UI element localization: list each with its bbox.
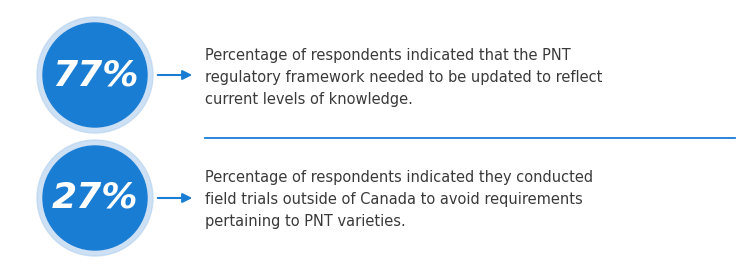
Circle shape bbox=[37, 140, 153, 256]
Circle shape bbox=[37, 17, 153, 133]
Text: Percentage of respondents indicated they conducted
field trials outside of Canad: Percentage of respondents indicated they… bbox=[205, 170, 593, 229]
Text: 27%: 27% bbox=[52, 181, 138, 215]
Circle shape bbox=[43, 146, 147, 250]
Text: Percentage of respondents indicated that the PNT
regulatory framework needed to : Percentage of respondents indicated that… bbox=[205, 48, 602, 108]
Text: 77%: 77% bbox=[52, 58, 138, 92]
Circle shape bbox=[43, 23, 147, 127]
